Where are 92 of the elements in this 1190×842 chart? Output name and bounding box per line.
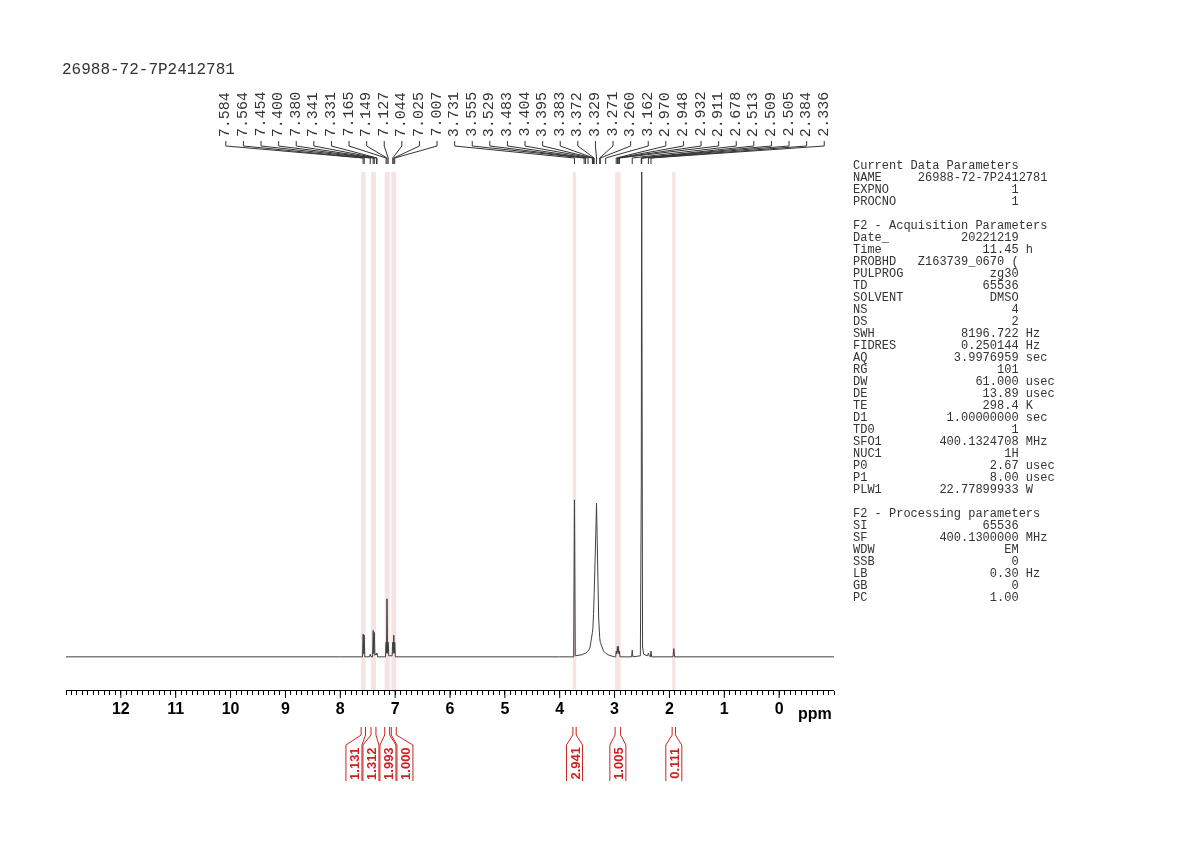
text: SOLVENT DMSO xyxy=(853,291,1019,305)
text: SI 65536 xyxy=(853,519,1019,533)
x-axis-title: ppm xyxy=(798,705,832,722)
text: SSB 0 xyxy=(853,555,1019,569)
text: F2 - Processing parameters xyxy=(853,507,1041,521)
annotation: 7.400 xyxy=(270,92,288,138)
text: P1 8.00 usec xyxy=(853,471,1055,485)
text: Current Data Parameters xyxy=(853,159,1019,173)
x-tick-label: 3 xyxy=(610,700,620,718)
text: FIDRES 0.250144 Hz xyxy=(853,339,1041,353)
text: AQ 3.9976959 sec xyxy=(853,351,1048,365)
text: EXPNO 1 xyxy=(853,183,1019,197)
text: Time 11.45 h xyxy=(853,243,1034,257)
annotation: 3.260 xyxy=(622,92,640,138)
annotation: 2.509 xyxy=(762,91,780,137)
annotation: 2.911 xyxy=(710,92,728,138)
text: SFO1 400.1324708 MHz xyxy=(853,435,1048,449)
band-label: 1.005 xyxy=(610,747,626,780)
annotation: 3.555 xyxy=(463,91,481,137)
annotation: 2.948 xyxy=(674,91,692,137)
annotation: 3.529 xyxy=(481,92,499,138)
text: LB 0.30 Hz xyxy=(853,567,1041,581)
text: PC 1.00 xyxy=(853,591,1019,605)
x-tick-label: 0 xyxy=(774,700,784,718)
annotation: 3.731 xyxy=(446,92,464,138)
x-tick-label: 10 xyxy=(221,700,240,718)
annotation: 2.384 xyxy=(798,92,816,138)
annotation: 2.932 xyxy=(692,91,710,137)
chart-title: 26988-72-7P2412781 xyxy=(62,60,235,79)
text: DS 2 xyxy=(853,315,1019,329)
text: Date_ 20221219 xyxy=(853,231,1019,245)
text: GB 0 xyxy=(853,579,1019,593)
x-tick-label: 5 xyxy=(500,700,510,718)
band-label: 1.131 xyxy=(346,747,362,780)
text: TD 65536 xyxy=(853,279,1019,293)
annotation: 7.454 xyxy=(252,91,270,137)
annotation: 7.564 xyxy=(234,91,252,137)
annotation: 3.329 xyxy=(586,91,604,137)
text: SF 400.1300000 MHz xyxy=(853,531,1048,545)
band-label: 2.941 xyxy=(567,746,583,780)
annotation: 3.271 xyxy=(604,91,622,137)
annotation: 7.331 xyxy=(322,91,340,137)
x-tick-label: 12 xyxy=(111,700,130,718)
x-tick-label: 4 xyxy=(555,700,565,718)
annotation: 2.505 xyxy=(780,91,798,137)
annotation: 7.380 xyxy=(287,91,305,137)
x-tick-label: 7 xyxy=(390,700,400,718)
band-label: 0.111 xyxy=(666,747,682,779)
text: RG 101 xyxy=(853,363,1019,377)
annotation: 7.007 xyxy=(428,91,446,137)
text: NUC1 1H xyxy=(853,447,1019,461)
annotation: 2.970 xyxy=(657,92,675,138)
annotation: 7.149 xyxy=(358,92,376,138)
text: SWH 8196.722 Hz xyxy=(853,327,1041,341)
annotation: 7.341 xyxy=(305,92,323,138)
annotation: 7.044 xyxy=(393,92,411,138)
x-tick-label: 2 xyxy=(664,700,674,718)
band-label: 1.312 xyxy=(363,747,379,780)
text: PROCNO 1 xyxy=(853,195,1019,209)
annotation: 3.404 xyxy=(516,91,534,137)
band-label: 1.000 xyxy=(397,747,413,780)
text: PLW1 22.77899933 W xyxy=(853,483,1034,497)
text: WDW EM xyxy=(853,543,1019,557)
text: DW 61.000 usec xyxy=(853,375,1055,389)
text: PROBHD Z163739_0670 ( xyxy=(853,255,1019,269)
annotation: 3.162 xyxy=(639,91,657,137)
text: NS 4 xyxy=(853,303,1019,317)
text: P0 2.67 usec xyxy=(853,459,1055,473)
annotation: 3.395 xyxy=(534,92,552,138)
annotation: 2.336 xyxy=(815,91,833,137)
text: NAME 26988-72-7P2412781 xyxy=(853,171,1048,185)
text: F2 - Acquisition Parameters xyxy=(853,219,1048,233)
annotation: 2.678 xyxy=(727,91,745,137)
band-label: 1.993 xyxy=(380,747,396,780)
x-tick-label: 9 xyxy=(280,700,290,718)
text: DE 13.89 usec xyxy=(853,387,1055,401)
text: D1 1.00000000 sec xyxy=(853,411,1048,425)
text: TD0 1 xyxy=(853,423,1019,437)
text: TE 298.4 K xyxy=(853,399,1034,413)
x-tick-label: 1 xyxy=(719,700,729,718)
annotation: 3.483 xyxy=(498,91,516,137)
x-tick-label: 11 xyxy=(167,700,185,718)
annotation: 7.127 xyxy=(375,91,393,137)
text: PULPROG zg30 xyxy=(853,267,1019,281)
annotation: 7.025 xyxy=(410,91,428,137)
annotation: 2.513 xyxy=(745,92,763,138)
x-tick-label: 8 xyxy=(335,700,345,718)
annotation: 7.584 xyxy=(217,92,235,138)
x-tick-label: 6 xyxy=(445,700,455,718)
annotation: 3.383 xyxy=(551,91,569,137)
annotation: 3.372 xyxy=(569,92,587,138)
annotation: 7.165 xyxy=(340,91,358,137)
